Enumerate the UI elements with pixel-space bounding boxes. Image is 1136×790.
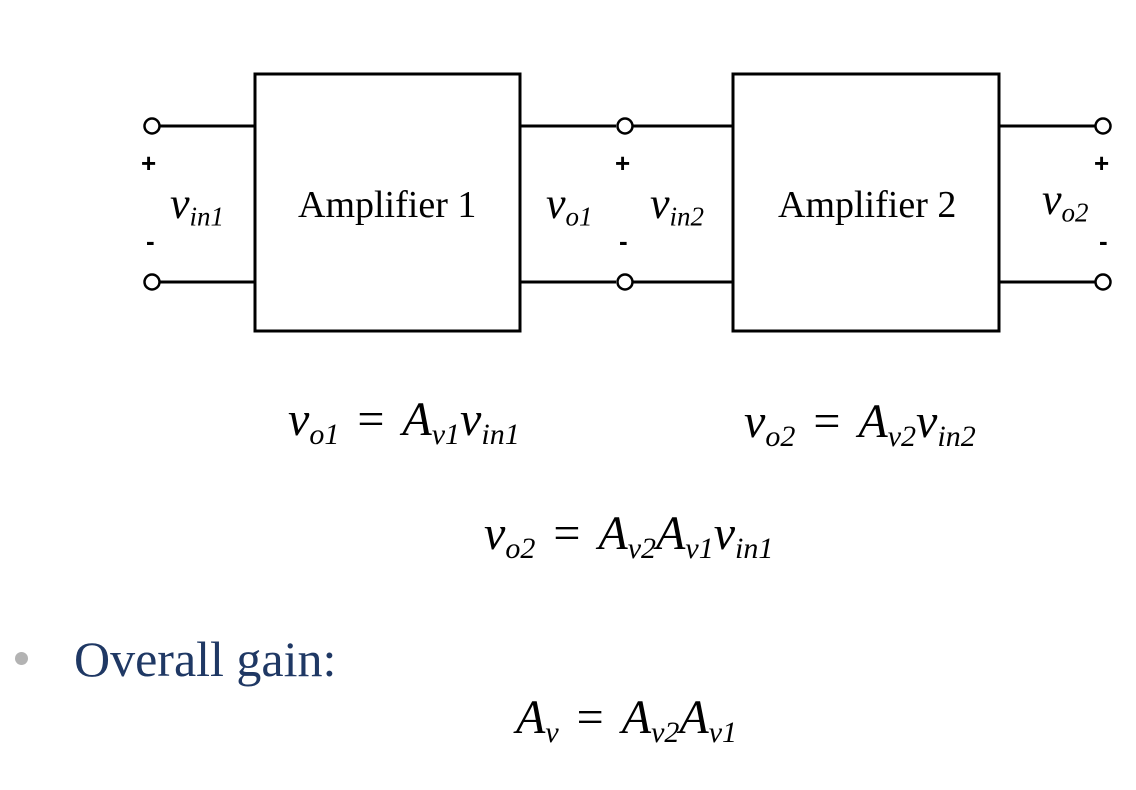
equation-vo2-cascade: vo2 = Av2Av1vin1 bbox=[484, 507, 774, 565]
output-bottom-terminal bbox=[1094, 273, 1112, 291]
bullet-overall-gain: Overall gain: bbox=[74, 631, 337, 687]
amplifier-1-label: Amplifier 1 bbox=[298, 184, 477, 226]
amplifier-2-label: Amplifier 2 bbox=[778, 184, 957, 226]
output-minus-sign: - bbox=[1099, 226, 1108, 256]
input-bottom-terminal bbox=[143, 273, 161, 291]
input-minus-sign: - bbox=[146, 226, 155, 256]
input-plus-sign: + bbox=[141, 148, 157, 178]
link-plus-sign: + bbox=[615, 148, 631, 178]
amplifier-1-block bbox=[253, 72, 522, 333]
input-top-terminal bbox=[143, 117, 161, 135]
link-minus-sign: - bbox=[619, 226, 628, 256]
output-plus-sign: + bbox=[1094, 148, 1110, 178]
v-in2-label: vin2 bbox=[650, 179, 705, 232]
output-top-terminal bbox=[1094, 117, 1112, 135]
v-o1-label: vo1 bbox=[546, 179, 593, 232]
equation-overall-gain: Av = Av2Av1 bbox=[516, 691, 738, 749]
link-top-terminal bbox=[616, 117, 634, 135]
v-in1-label: vin1 bbox=[170, 179, 225, 232]
link-bottom-terminal bbox=[616, 273, 634, 291]
bullet-dot bbox=[15, 652, 28, 665]
equation-vo1: vo1 = Av1vin1 bbox=[288, 393, 520, 451]
equation-vo2: vo2 = Av2vin2 bbox=[744, 395, 976, 453]
amplifier-2-block bbox=[731, 72, 1001, 333]
v-o2-label: vo2 bbox=[1042, 175, 1089, 228]
